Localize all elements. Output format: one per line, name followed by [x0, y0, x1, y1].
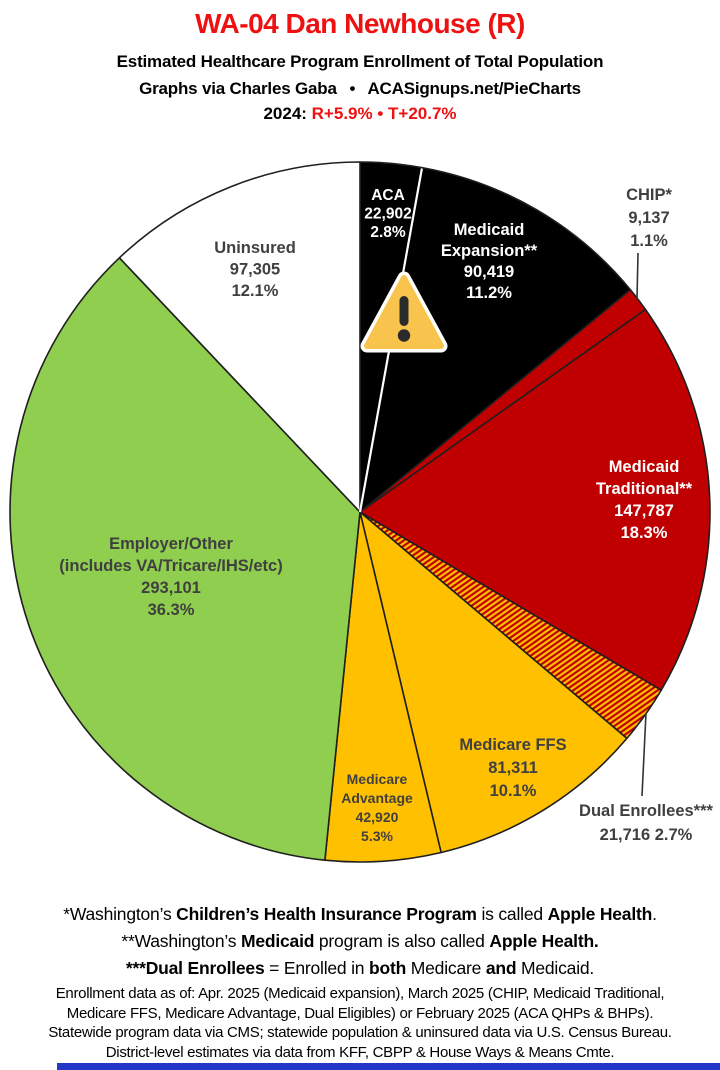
note-line: ***Dual Enrollees = Enrolled in both Med… [125, 958, 595, 978]
pie-slice-employer-other [9, 257, 361, 861]
partisan-lean-line: 2024: R+5.9% • T+20.7% [0, 104, 720, 124]
bottom-progress-bar [57, 1063, 720, 1070]
slice-label-medicaid-expansion: 11.2% [466, 284, 512, 302]
footnotes: *Washington’s Children’s Health Insuranc… [0, 901, 720, 982]
slice-label-uninsured: Uninsured [214, 239, 296, 257]
slice-label-employer-other: Employer/Other [109, 535, 233, 553]
partisan-year-label: 2024: [263, 104, 312, 123]
note-line: *Washington’s Children’s Health Insuranc… [63, 904, 657, 924]
pie-slice-medicaid-traditional [359, 308, 711, 691]
slice-label-medicaid-expansion: 90,419 [464, 263, 514, 281]
slice-label-medicare-advantage: 42,920 [356, 809, 399, 825]
slice-label-uninsured: 97,305 [230, 261, 280, 279]
pie-slice-medicaid-expansion [359, 166, 632, 513]
chip-leader-line [636, 252, 639, 300]
slice-label-medicaid-traditional: 18.3% [621, 524, 668, 542]
slice-label-medicaid-expansion: Medicaid [454, 221, 525, 239]
slice-label-medicare-advantage: Advantage [341, 790, 413, 806]
partisan-r-lean: R+5.9% [311, 104, 373, 123]
slice-label-dual-enrollees: Dual Enrollees*** [579, 802, 713, 820]
slice-label-aca: 22,902 [364, 206, 411, 223]
slice-label-medicare-advantage: 5.3% [361, 828, 393, 844]
slice-label-chip: 1.1% [630, 232, 668, 250]
slice-label-dual-enrollees: 21,716 2.7% [600, 826, 693, 844]
slice-label-employer-other: 293,101 [141, 579, 201, 597]
partisan-t-lean: T+20.7% [388, 104, 457, 123]
slice-label-medicaid-traditional: 147,787 [614, 502, 674, 520]
subtitle-attribution: Graphs via Charles Gaba • ACASignups.net… [139, 79, 581, 98]
note-line: **Washington’s Medicaid program is also … [121, 931, 599, 951]
pie-slice-medicare-ffs [359, 511, 628, 854]
footer-line: Medicare FFS, Medicare Advantage, Dual E… [66, 1004, 654, 1022]
pie-slice-uninsured [118, 161, 361, 513]
slice-label-uninsured: 12.1% [232, 282, 279, 300]
warning-triangle-icon [360, 271, 448, 353]
slice-label-employer-other: (includes VA/Tricare/IHS/etc) [59, 557, 282, 575]
slice-label-medicaid-traditional: Medicaid [609, 458, 680, 476]
slice-label-aca: ACA [371, 187, 405, 204]
subtitle-enrollment: Estimated Healthcare Program Enrollment … [116, 52, 604, 71]
footer-line: District-level estimates via data from K… [105, 1043, 615, 1061]
footer-line: Enrollment data as of: Apr. 2025 (Medica… [55, 985, 665, 1002]
slice-label-medicaid-traditional: Traditional** [596, 480, 693, 498]
slice-label-aca: 2.8% [370, 224, 406, 241]
slice-label-medicare-advantage: Medicare [347, 771, 408, 787]
slice-label-medicaid-expansion: Expansion** [441, 242, 538, 260]
slice-label-chip: CHIP* [626, 186, 672, 204]
page-title: WA-04 Dan Newhouse (R) [195, 8, 525, 39]
slice-label-medicare-ffs: 81,311 [488, 759, 538, 777]
slice-label-chip: 9,137 [628, 209, 669, 227]
dual-enrollees-leader-line [641, 712, 647, 797]
source-footer: Enrollment data as of: Apr. 2025 (Medica… [0, 984, 720, 1062]
slice-label-medicare-ffs: Medicare FFS [459, 736, 566, 754]
slice-label-medicare-ffs: 10.1% [490, 782, 537, 800]
partisan-separator-dot: • [372, 104, 389, 123]
slice-label-employer-other: 36.3% [148, 601, 195, 619]
footer-line: Statewide program data via CMS; statewid… [48, 1024, 672, 1041]
